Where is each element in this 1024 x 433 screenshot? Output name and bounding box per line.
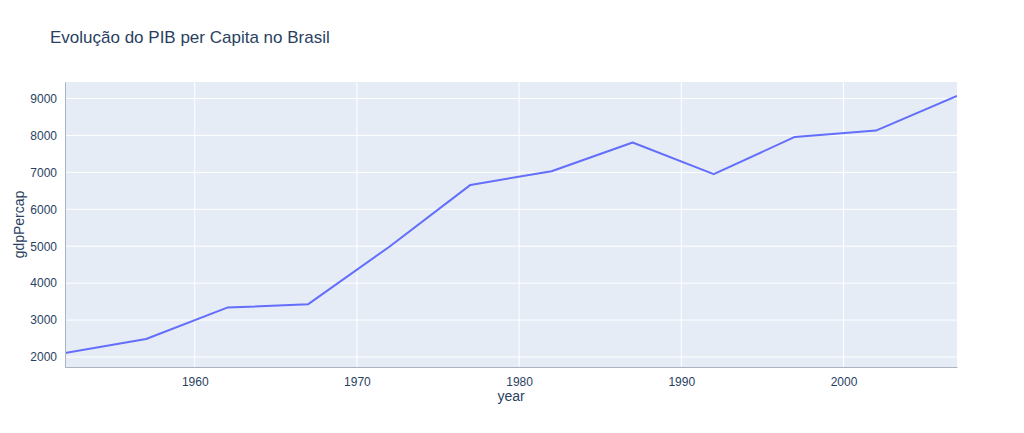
grid — [65, 82, 957, 367]
grid-line-y — [65, 320, 957, 321]
y-axis: 2000 3000 4000 5000 6000 7000 8000 9000 — [30, 83, 65, 368]
tick-label: 2000 — [30, 350, 57, 364]
plot: 1960 1970 1980 1990 2000 2000 3000 4000 5000 6000… — [30, 82, 957, 389]
y-axis-title: gdpPercap — [11, 190, 27, 258]
tick-label: 5000 — [30, 240, 57, 254]
axis-line — [65, 83, 66, 368]
tick-label: 3000 — [30, 313, 57, 327]
tick-label: 4000 — [30, 276, 57, 290]
x-axis-title: year — [497, 388, 525, 404]
tick: 1980 — [506, 367, 533, 389]
grid-line-x — [519, 82, 520, 367]
grid-line-y — [65, 172, 957, 173]
grid-line-y — [65, 98, 957, 99]
x-axis: 1960 1970 1980 1990 2000 — [66, 367, 958, 389]
tick-label: 6000 — [30, 203, 57, 217]
tick: 6000 — [30, 203, 65, 217]
tick-label: 1970 — [344, 375, 371, 389]
grid-line-x — [681, 82, 682, 367]
grid-line-y — [65, 246, 957, 247]
grid-line-y — [65, 356, 957, 357]
grid-line-x — [194, 82, 195, 367]
tick: 1960 — [182, 367, 209, 389]
tick: 7000 — [30, 166, 65, 180]
tick: 9000 — [30, 92, 65, 106]
grid-line-y — [65, 283, 957, 284]
tick: 3000 — [30, 313, 65, 327]
tick-label: 1990 — [668, 375, 695, 389]
grid-line-x — [843, 82, 844, 367]
tick-label: 1960 — [182, 375, 209, 389]
title: Evolução do PIB per Capita no Brasil — [50, 28, 330, 47]
tick-label: 7000 — [30, 166, 57, 180]
tick: 5000 — [30, 240, 65, 254]
grid-line-x — [356, 82, 357, 367]
tick: 2000 — [30, 350, 65, 364]
tick-label: 2000 — [831, 375, 858, 389]
series — [65, 96, 957, 353]
tick: 1990 — [668, 367, 695, 389]
tick: 8000 — [30, 129, 65, 143]
tick: 1970 — [344, 367, 371, 389]
tick-label: 1980 — [506, 375, 533, 389]
line — [65, 96, 957, 353]
axis-line — [66, 367, 958, 368]
chart: 1960 1970 1980 1990 2000 2000 3000 4000 5000 6000… — [0, 0, 1024, 433]
plot-background — [65, 82, 957, 367]
tick: 4000 — [30, 276, 65, 290]
tick-label: 9000 — [30, 92, 57, 106]
tick-label: 8000 — [30, 129, 57, 143]
grid-line-y — [65, 209, 957, 210]
tick: 2000 — [831, 367, 858, 389]
